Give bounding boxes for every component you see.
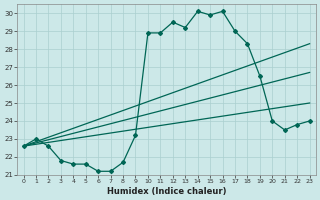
X-axis label: Humidex (Indice chaleur): Humidex (Indice chaleur)	[107, 187, 226, 196]
